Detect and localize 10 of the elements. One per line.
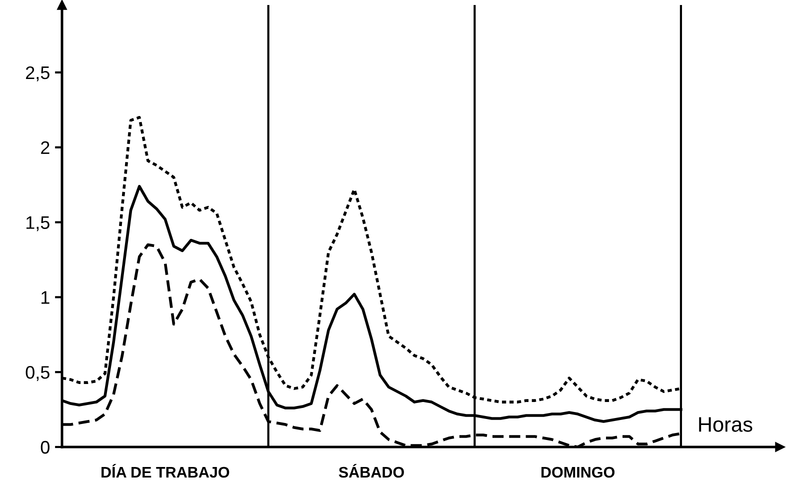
y-tick-label: 2 [41,141,50,154]
x-axis-title: Horas [699,417,752,432]
text: SÁBADO [338,464,404,478]
y-tick-label: 1 [42,291,50,304]
y-tick-label: 2,5 [26,66,50,82]
y-tick-label: 1,5 [26,216,50,232]
text: DÍA DE TRABAJO [102,464,230,478]
y-tick-label: 0 [40,440,50,454]
y-tick-label: 0,5 [26,366,50,381]
text: DOMINGO [541,466,615,478]
